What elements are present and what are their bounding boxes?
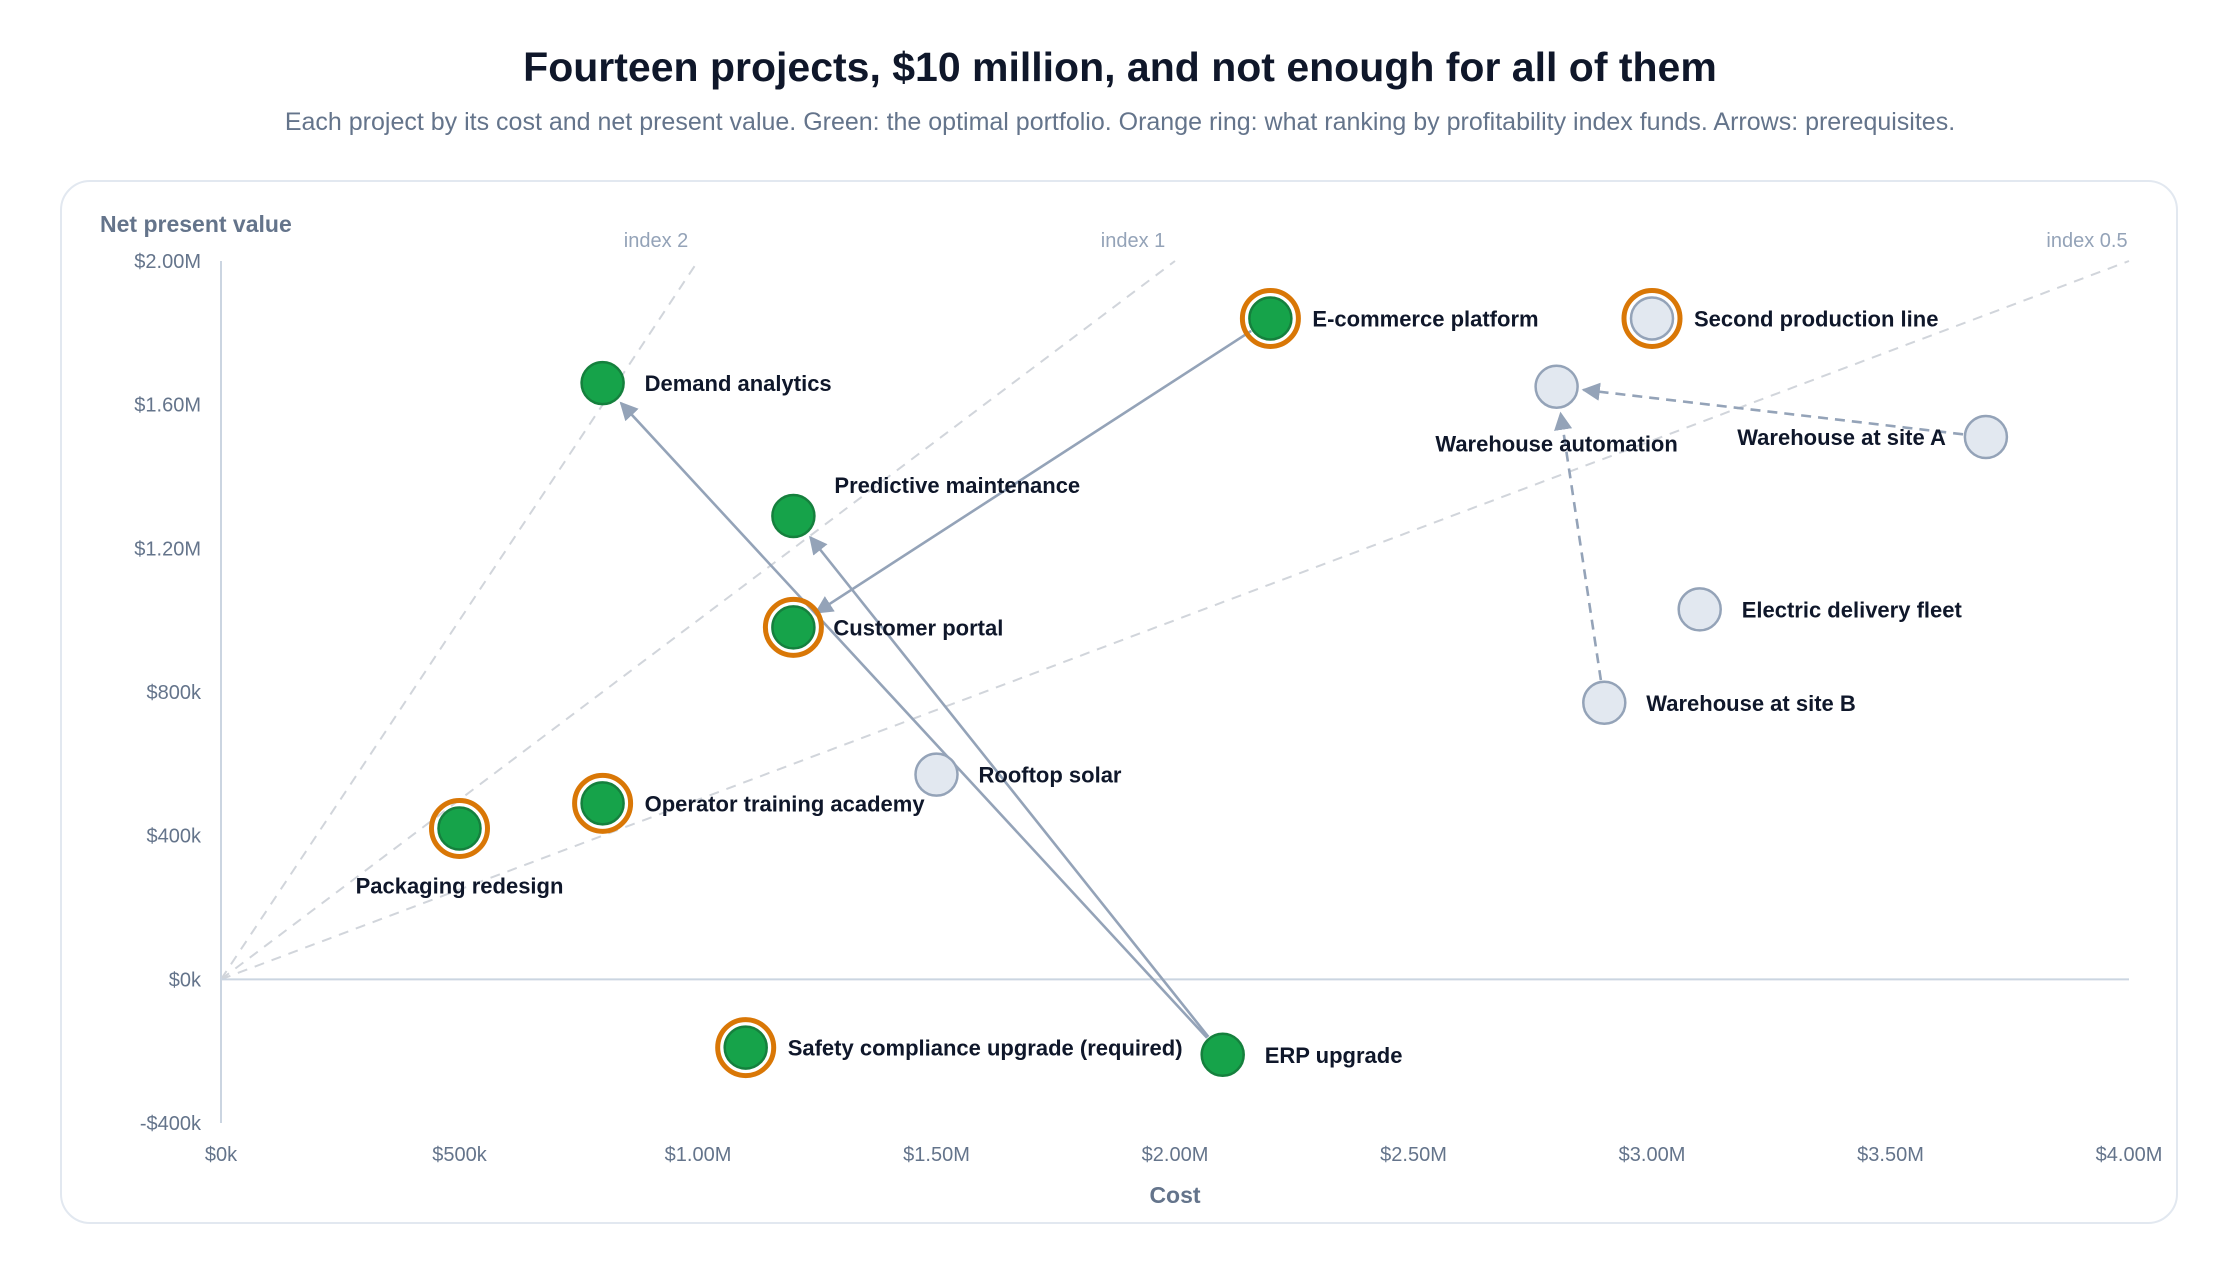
index-line-label: index 2 bbox=[624, 230, 689, 252]
project-label-wh_b: Warehouse at site B bbox=[1646, 691, 1855, 716]
y-axis-title: Net present value bbox=[100, 211, 292, 237]
project-label-erp: ERP upgrade bbox=[1265, 1043, 1403, 1068]
x-tick-label: $2.50M bbox=[1380, 1144, 1447, 1166]
pi-ring-training bbox=[572, 772, 634, 834]
prerequisite-arrow-ecommerce-to-portal bbox=[814, 329, 1252, 614]
project-point-ecommerce bbox=[1248, 296, 1293, 341]
project-point-wh_a bbox=[1963, 414, 2009, 460]
x-tick-label: $2.00M bbox=[1142, 1144, 1209, 1166]
y-tick-label: $400k bbox=[147, 826, 202, 848]
project-point-solar bbox=[914, 752, 959, 797]
project-point-erp bbox=[1200, 1032, 1245, 1078]
project-label-packaging: Packaging redesign bbox=[356, 873, 564, 898]
index-line-1 bbox=[220, 260, 1176, 981]
project-point-predictive bbox=[771, 493, 816, 539]
pi-ring-portal bbox=[762, 596, 824, 658]
y-tick-label: $0k bbox=[169, 969, 202, 991]
project-label-demand: Demand analytics bbox=[645, 371, 832, 396]
project-point-demand bbox=[580, 360, 625, 406]
project-point-packaging bbox=[437, 806, 482, 851]
prerequisite-arrow-erp-to-demand bbox=[619, 401, 1209, 1039]
project-point-training bbox=[580, 781, 625, 826]
project-points bbox=[429, 287, 2009, 1079]
project-point-second_line bbox=[1629, 296, 1675, 341]
project-label-safety: Safety compliance upgrade (required) bbox=[788, 1036, 1183, 1061]
x-tick-label: $0k bbox=[205, 1144, 238, 1166]
chart-title: Fourteen projects, $10 million, and not … bbox=[523, 44, 1717, 90]
pi-ring-packaging bbox=[429, 797, 490, 859]
project-label-solar: Rooftop solar bbox=[979, 763, 1122, 788]
axes: -$400k$0k$400k$800k$1.20M$1.60M$2.00M$0k… bbox=[100, 211, 2162, 1208]
y-tick-label: $800k bbox=[147, 682, 202, 704]
chart-card bbox=[60, 180, 2178, 1224]
index-line-label: index 0.5 bbox=[2046, 230, 2127, 252]
pi-ring-safety bbox=[715, 1017, 777, 1079]
project-label-predictive: Predictive maintenance bbox=[834, 473, 1080, 498]
prerequisite-arrow-erp-to-predictive bbox=[809, 535, 1210, 1038]
y-tick-label: $1.20M bbox=[134, 538, 201, 560]
project-label-portal: Customer portal bbox=[833, 615, 1003, 640]
prerequisite-arrow-wh_b-to-automation bbox=[1554, 411, 1603, 681]
index-line-2 bbox=[220, 260, 2130, 981]
index-line-0 bbox=[220, 260, 699, 980]
project-label-wh_a: Warehouse at site A bbox=[1737, 425, 1946, 450]
project-labels: Packaging redesign Operator training acad… bbox=[356, 306, 1963, 1067]
project-point-portal bbox=[771, 605, 816, 650]
project-point-fleet bbox=[1677, 587, 1722, 632]
project-label-automation: Warehouse automation bbox=[1435, 432, 1677, 457]
x-tick-label: $3.50M bbox=[1857, 1144, 1924, 1166]
index-guides: index 2 index 1 index 0.5 bbox=[220, 230, 2130, 981]
x-tick-label: $1.50M bbox=[903, 1144, 970, 1166]
prerequisite-arrow-wh_a-to-automation bbox=[1581, 382, 1964, 436]
x-tick-label: $500k bbox=[432, 1144, 487, 1166]
project-label-ecommerce: E-commerce platform bbox=[1312, 306, 1538, 331]
project-point-wh_b bbox=[1582, 680, 1627, 726]
x-tick-label: $3.00M bbox=[1619, 1144, 1686, 1166]
x-tick-label: $4.00M bbox=[2096, 1144, 2163, 1166]
project-label-training: Operator training academy bbox=[645, 791, 926, 816]
project-point-automation bbox=[1534, 364, 1579, 409]
x-tick-label: $1.00M bbox=[665, 1144, 732, 1166]
y-tick-label: -$400k bbox=[140, 1113, 202, 1135]
project-point-safety bbox=[723, 1025, 768, 1070]
chart-subtitle: Each project by its cost and net present… bbox=[284, 108, 1956, 136]
pi-ring-second_line bbox=[1621, 287, 1683, 349]
pi-ring-ecommerce bbox=[1239, 287, 1301, 349]
project-label-fleet: Electric delivery fleet bbox=[1742, 597, 1963, 622]
y-tick-label: $1.60M bbox=[134, 395, 201, 417]
index-line-label: index 1 bbox=[1101, 230, 1166, 252]
project-label-second_line: Second production line bbox=[1694, 306, 1938, 331]
prerequisite-arrows bbox=[619, 329, 1964, 1039]
y-tick-label: $2.00M bbox=[134, 251, 201, 273]
x-axis-title: Cost bbox=[1149, 1182, 1200, 1208]
